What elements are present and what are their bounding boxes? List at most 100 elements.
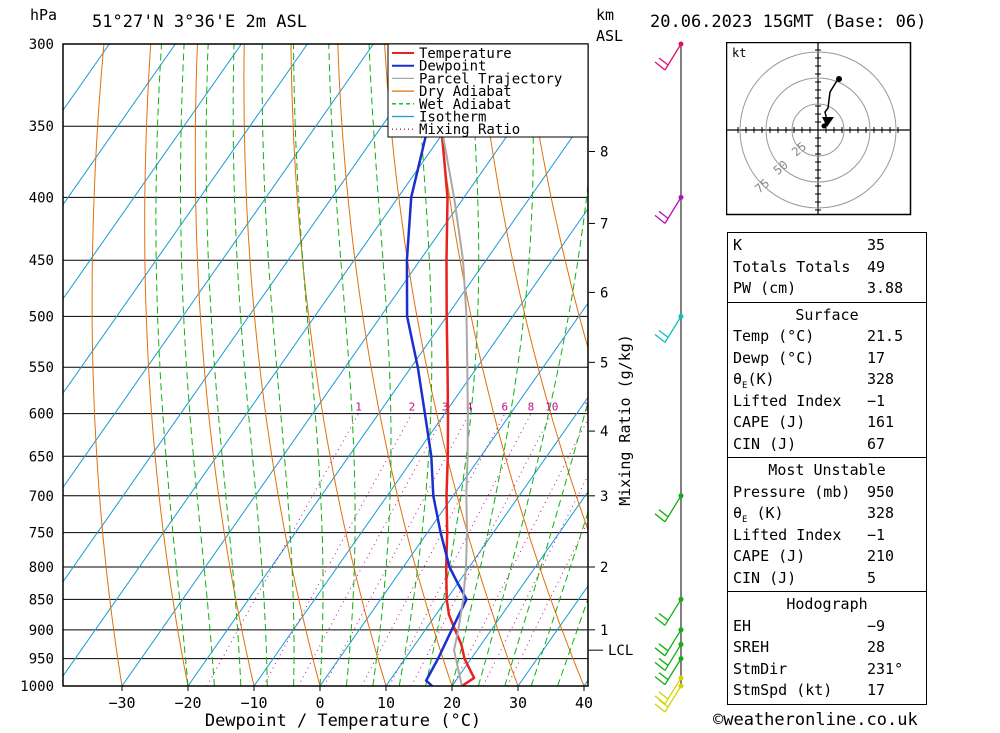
- mu-pressure-value: 950: [867, 482, 895, 501]
- pressure-tick-label: 700: [29, 489, 54, 505]
- hodograph-ring: [765, 77, 871, 183]
- location-label: 51°27'N 3°36'E 2m ASL: [92, 12, 307, 32]
- pressure-tick-label: 550: [29, 360, 54, 376]
- wind-barb-feather: [654, 676, 666, 686]
- pressure-tick-label: 450: [29, 253, 54, 269]
- isotherm-line: [63, 44, 242, 300]
- wind-barb-feather: [658, 657, 669, 666]
- stmspd-value: 17: [867, 681, 886, 699]
- hodograph-ring: [791, 103, 845, 157]
- wind-barb-feather: [654, 703, 666, 713]
- row-mu-pressure: Pressure (mb) 950: [728, 482, 926, 504]
- row-li: Lifted Index −1: [728, 391, 926, 413]
- dewp-label: Dewp (°C): [733, 348, 815, 367]
- wind-level-dot: [678, 683, 684, 689]
- mu-li-value: −1: [867, 525, 886, 544]
- wet-adiabat-line: [530, 510, 588, 686]
- dry-adiabat-line: [430, 44, 585, 686]
- pressure-tick-label: 850: [29, 592, 54, 608]
- row-temp: Temp (°C) 21.5: [728, 326, 926, 348]
- wind-barb-feather: [654, 661, 666, 671]
- row-sreh: SREH 28: [728, 637, 926, 659]
- most-unstable-box: Most Unstable Pressure (mb) 950 θE (K) 328…: [727, 457, 927, 592]
- mixing-ratio-label: 25: [635, 401, 648, 414]
- dry-adiabat-line: [194, 44, 255, 686]
- km-tick-label: 4: [600, 424, 608, 440]
- km-tick-label: 5: [600, 355, 608, 371]
- wind-barb: [654, 644, 682, 671]
- row-cin: CIN (J) 67: [728, 434, 926, 456]
- wind-barb: [654, 197, 682, 224]
- isotherm-line: [319, 302, 588, 686]
- tt-label: Totals Totals: [733, 257, 851, 276]
- isotherm-line: [121, 44, 572, 686]
- temperature-tick-label: 30: [509, 694, 527, 712]
- wind-barb-feather: [654, 695, 666, 705]
- k-value: 35: [867, 236, 886, 254]
- wind-level-dot: [678, 596, 684, 602]
- mu-cin-label: CIN (J): [733, 568, 797, 587]
- mixing-ratio-label: 10: [545, 401, 558, 414]
- eh-label: EH: [733, 616, 752, 635]
- wind-barb-shaft: [664, 644, 682, 671]
- pressure-tick-label: 900: [29, 623, 54, 639]
- mu-theta-symbol: θE: [733, 504, 748, 525]
- stmdir-value: 231°: [867, 659, 904, 678]
- surface-box: Surface Temp (°C) 21.5 Dewp (°C) 17 θE(K) 3…: [727, 301, 927, 458]
- wet-adiabat-line: [293, 44, 324, 686]
- pressure-tick-label: 500: [29, 309, 54, 325]
- sreh-label: SREH: [733, 638, 770, 656]
- y-axis-label: Mixing Ratio (g/kg): [616, 334, 634, 506]
- legend-label-wet-adiabat: Wet Adiabat: [419, 97, 512, 113]
- legend-label-temperature: Temperature: [419, 46, 512, 62]
- mu-theta-value: 328: [867, 504, 895, 522]
- pressure-tick-label: 600: [29, 407, 54, 423]
- hodograph-ring: [739, 51, 897, 209]
- dry-adiabat-line: [665, 44, 700, 686]
- wind-level-dot: [678, 313, 684, 319]
- km-tick-label: 7: [600, 216, 608, 232]
- wind-level-dot: [678, 656, 684, 662]
- wind-level-dot: [678, 675, 684, 681]
- legend-box: [387, 43, 589, 138]
- isotherm-line: [187, 113, 588, 686]
- wind-barb-feather: [658, 210, 669, 219]
- k-label: K: [733, 236, 743, 254]
- temperature-tick-label: 10: [377, 694, 395, 712]
- credit-text: ©weatheronline.co.uk: [713, 710, 918, 730]
- wind-barb-feather: [654, 616, 666, 626]
- dry-adiabat-line: [524, 44, 588, 350]
- wind-barb-feather: [658, 691, 669, 700]
- row-totals: Totals Totals 49: [728, 257, 926, 279]
- cin-value: 67: [867, 434, 886, 453]
- cin-label: CIN (J): [733, 434, 797, 453]
- mixing-ratio-label: 15: [584, 401, 597, 414]
- wet-adiabat-line: [398, 44, 433, 686]
- temperature-profile: [431, 44, 476, 686]
- km-tick-label: 6: [600, 285, 608, 301]
- wind-barb-shaft: [664, 629, 682, 657]
- wind-barb-shaft: [664, 316, 682, 343]
- pw-value: 3.88: [867, 279, 904, 297]
- dry-adiabat-line: [144, 44, 189, 686]
- wind-barb-feather: [654, 647, 666, 657]
- wind-barb-feather: [654, 513, 666, 523]
- temperature-tick-label: 0: [315, 694, 324, 712]
- mixing-ratio-line: [506, 520, 588, 686]
- wet-adiabat-line: [155, 44, 189, 686]
- dewp-value: 17: [867, 348, 886, 367]
- theta-value: 328: [867, 370, 895, 388]
- indices-table: K 35 Totals Totals 49 PW (cm) 3.88 Surface …: [727, 232, 927, 705]
- temperature-tick-label: 20: [443, 694, 461, 712]
- surface-title: Surface: [795, 305, 859, 324]
- datetime-label: 20.06.2023 15GMT (Base: 06): [650, 12, 927, 32]
- theta-label: (K): [747, 370, 775, 388]
- theta-symbol: θE: [733, 370, 748, 391]
- pressure-tick-label: 300: [29, 37, 54, 53]
- pressure-tick-label: 650: [29, 449, 54, 465]
- mu-cape-value: 210: [867, 547, 895, 565]
- wet-adiabat-line: [425, 44, 480, 686]
- wind-barb: [654, 598, 682, 626]
- legend-label-mixing-ratio: Mixing Ratio: [419, 122, 520, 138]
- hodograph-unit-label: kt: [732, 46, 746, 60]
